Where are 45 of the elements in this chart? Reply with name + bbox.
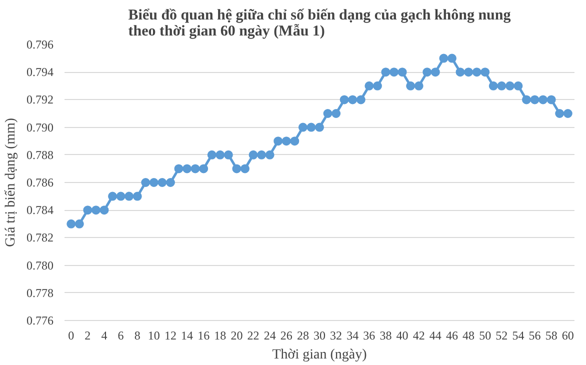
chart-title: Biểu đồ quan hệ giữa chỉ số biến dạng của gạch không nung theo thời gian 60 ngày (Mẫu 1) [128,8,512,40]
x-tick-label: 60 [562,328,574,342]
x-tick-label: 36 [363,328,376,342]
x-tick-label: 38 [380,328,392,342]
y-tick-label: 0.792 [26,92,54,107]
y-tick-label: 0.778 [26,286,54,300]
y-tick-label: 0.776 [26,314,54,328]
x-tick-label: 8 [134,328,140,342]
x-tick-label: 6 [118,328,124,342]
x-tick-label: 14 [181,328,194,342]
x-tick-label: 40 [396,328,408,342]
x-tick-label: 58 [545,328,558,342]
y-tick-label: 0.784 [26,203,54,218]
x-tick-label: 24 [264,328,276,342]
x-tick-label: 42 [412,328,425,342]
x-tick-label: 54 [512,328,524,342]
y-tick-label: 0.796 [26,38,54,52]
x-tick-label: 30 [314,328,326,342]
y-tick-label: 0.788 [26,148,54,162]
y-tick-label: 0.782 [26,230,54,245]
y-tick-label: 0.790 [26,120,54,134]
x-tick-label: 0 [68,328,74,342]
x-tick-label: 44 [429,328,442,342]
x-tick-label: 18 [214,328,226,342]
x-tick-label: 48 [462,328,475,342]
x-tick-label: 32 [330,328,342,342]
x-tick-label: 56 [528,328,541,342]
y-tick-label: 0.794 [26,65,54,80]
x-tick-label: 20 [230,328,243,342]
x-tick-label: 52 [496,328,508,342]
x-tick-label: 22 [247,328,260,342]
x-tick-label: 16 [198,328,210,342]
y-tick-label: 0.780 [26,258,54,272]
x-tick-label: 4 [101,328,108,342]
x-tick-label: 50 [479,328,492,342]
x-tick-label: 46 [446,328,458,342]
x-axis-title: Thời gian (ngày) [272,348,368,362]
x-tick-label: 12 [164,328,176,342]
x-tick-label: 28 [296,328,309,342]
x-tick-label: 10 [148,328,160,342]
x-tick-label: 34 [346,328,359,342]
x-tick-label: 26 [280,328,292,342]
x-tick-label: 2 [84,328,91,342]
y-axis-title: Giá trị biến dạng (mm) [4,118,18,248]
y-tick-label: 0.786 [26,176,54,190]
